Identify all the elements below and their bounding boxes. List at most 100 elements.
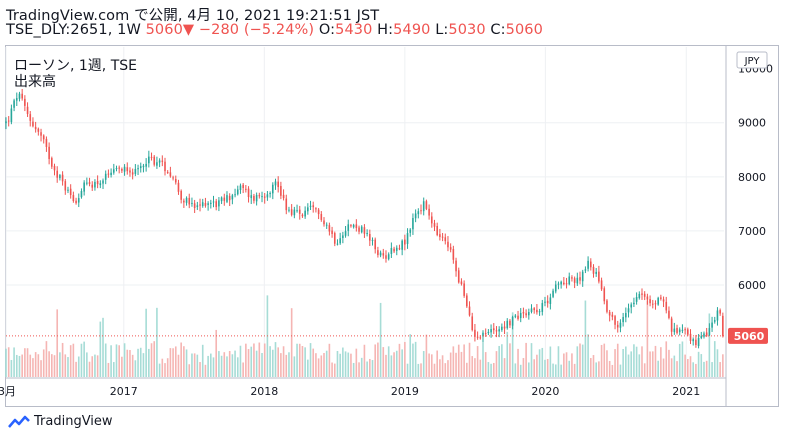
volume-bar [277,347,279,377]
candle-body [587,260,589,269]
volume-bar [201,344,204,377]
volume-bar [99,321,102,377]
volume-bar [174,346,177,377]
candle-body [670,318,673,332]
volume-bar [328,343,331,377]
candle-body [37,128,40,132]
candle-body [546,300,549,304]
volume-bar [245,343,247,377]
grid-lines [5,47,724,377]
volume-bar [360,357,363,377]
volume-bar [568,360,571,377]
volume-bar [490,363,492,377]
candle-body [112,169,115,173]
candle-body [180,190,182,200]
candle-body [99,183,102,186]
candle-body [253,195,255,201]
volume-bar [280,353,282,377]
volume-bar [339,353,341,377]
candle-body [697,337,700,346]
candle-body [509,320,511,326]
volume-bar [212,357,215,377]
volume-bar [579,343,581,377]
candle-body [236,189,239,195]
footer-brand[interactable]: TradingView [34,414,113,429]
candle-body [18,93,21,99]
volume-bar [180,342,182,377]
candle-body [484,333,487,335]
svg-text:5060: 5060 [734,330,765,343]
candle-body [719,310,721,314]
volume-bar [253,343,255,377]
candle-body [571,277,573,279]
volume-bar [355,348,358,377]
candle-body [247,188,250,198]
candle-body [592,266,595,274]
volume-bar [670,358,673,377]
candle-body [622,317,624,323]
candle-body [24,98,26,106]
candle-body [269,193,271,195]
volume-bar [633,344,635,377]
volume-bar [433,363,436,377]
candle-body [492,328,495,331]
candle-body [358,227,360,232]
volume-bar [304,347,306,377]
high-label: H: [377,22,394,38]
candle-body [42,135,45,140]
candle-body [371,239,374,241]
published-header: TradingView.com で公開, 4月 10, 2021 19:21:5… [6,8,380,24]
candle-body [285,198,288,211]
candle-body [207,203,209,205]
candle-body [573,278,576,283]
candle-body [315,208,317,210]
volume-bar [123,343,126,377]
volume-bar [622,349,624,377]
candle-body [506,320,509,329]
candle-body [339,238,341,244]
candle-body [350,225,352,227]
candle-body [366,233,368,235]
candle-body [684,329,686,331]
y-tick-label: 8000 [738,171,766,184]
candle-body [280,185,282,196]
candle-body [15,98,18,101]
change-value: −280 (−5.24%) [198,22,315,38]
volume-bar [654,345,657,377]
volume-bar [312,348,315,377]
volume-bar [255,350,258,377]
candle-body [595,271,597,274]
currency-badge[interactable]: JPY [736,51,768,69]
volume-bar [301,346,304,377]
volume-bar [161,358,164,377]
candle-body [468,306,471,316]
candle-body [428,208,430,216]
candle-body [75,200,77,204]
volume-bar [51,354,53,377]
low-label: L: [435,22,449,38]
candle-body [563,282,565,285]
candle-body [404,239,406,245]
candle-body [449,247,452,250]
candle-body [86,182,88,184]
volume-bar [204,364,207,377]
candle-body [107,173,110,175]
candle-body [390,248,393,254]
candle-body [705,332,708,336]
candle-body [471,316,474,330]
candle-body [274,181,277,186]
high-value: 5490 [393,22,431,38]
candle-body [525,313,527,316]
volume-bar [635,346,638,377]
volume-bar [331,362,333,377]
volume-bar [290,308,293,377]
volume-bar [210,353,212,377]
volume-bar [218,351,220,377]
volume-bar [72,343,75,377]
volume-bar [678,343,681,377]
volume-bar [145,308,147,377]
candle-body [271,184,274,194]
volume-bar [10,359,13,377]
volume-bar [352,362,355,377]
